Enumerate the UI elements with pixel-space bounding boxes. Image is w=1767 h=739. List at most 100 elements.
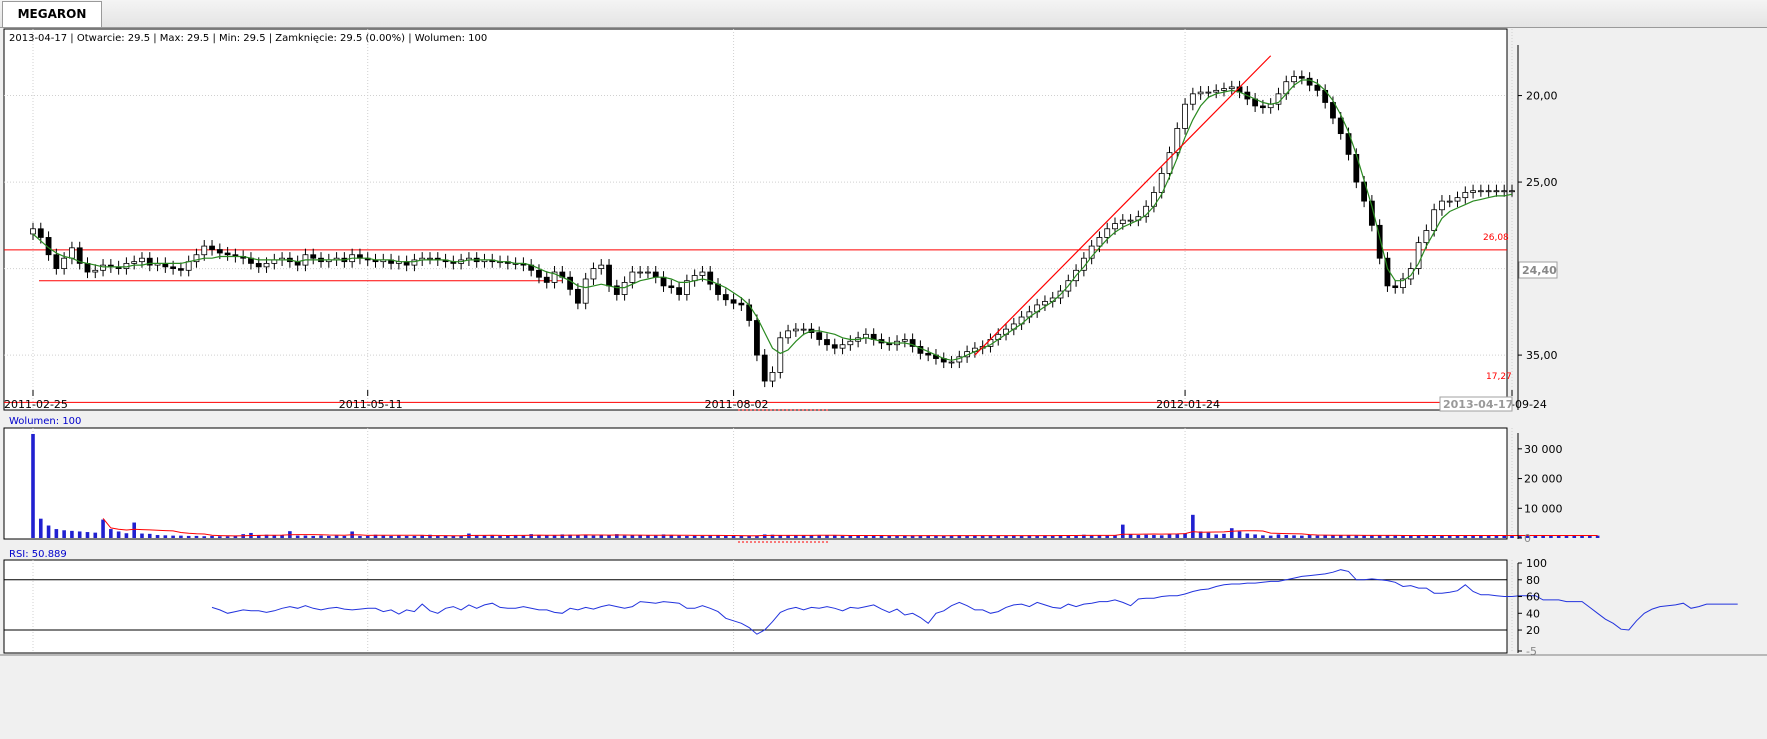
- volume-bar: [179, 535, 183, 538]
- volume-bar: [1012, 535, 1016, 538]
- volume-bar: [1424, 535, 1429, 538]
- volume-bar: [700, 535, 705, 538]
- volume-bar: [62, 530, 66, 538]
- volume-bar: [1152, 535, 1156, 538]
- volume-bar: [1159, 535, 1164, 538]
- candle-body: [1042, 301, 1048, 306]
- volume-bar: [1035, 535, 1039, 538]
- volume-bar: [381, 535, 386, 538]
- volume-bar: [1315, 535, 1320, 538]
- candle-body: [925, 352, 932, 356]
- volume-bar: [1292, 535, 1296, 538]
- support-lines: [4, 249, 1507, 403]
- candle-body: [427, 257, 433, 260]
- volume-bar: [1556, 535, 1561, 538]
- candle-body: [847, 340, 854, 346]
- volume-bar: [397, 535, 401, 538]
- volume-bar: [498, 535, 502, 538]
- candle-body: [1493, 190, 1500, 193]
- candle-body: [1337, 117, 1344, 135]
- volume-bar: [459, 535, 463, 538]
- volume-bar: [770, 534, 775, 538]
- volume-bar: [677, 535, 681, 538]
- volume-bar: [965, 535, 969, 538]
- volume-bar: [85, 532, 90, 538]
- volume-bar: [809, 535, 814, 538]
- candle-body: [1096, 237, 1103, 247]
- volume-bar: [537, 535, 541, 538]
- candle-body: [606, 264, 612, 287]
- candle-body: [193, 254, 200, 263]
- volume-bar: [1362, 535, 1366, 538]
- level-label-lower: 17,27: [1486, 372, 1512, 382]
- volume-bar: [210, 535, 214, 538]
- candle-body: [1392, 285, 1399, 289]
- volume-bar: [1120, 524, 1125, 538]
- tab-megaron[interactable]: MEGARON: [2, 1, 102, 27]
- volume-bar: [506, 535, 510, 538]
- candle-body: [201, 245, 208, 256]
- volume-bar: [871, 535, 876, 538]
- candle-body: [310, 254, 317, 259]
- volume-bar: [109, 529, 113, 538]
- volume-bar: [1167, 534, 1172, 538]
- candle-body: [1112, 223, 1118, 230]
- candle-body: [1485, 190, 1492, 193]
- candle-body: [411, 259, 418, 266]
- candle-body: [676, 287, 682, 295]
- volume-bar: [435, 535, 440, 538]
- candle-body: [76, 247, 83, 264]
- rsi-line: [211, 569, 1738, 635]
- stock-chart[interactable]: 2013-04-17 | Otwarcie: 29.5 | Max: 29.5 …: [0, 27, 1767, 739]
- candle-body: [567, 276, 574, 290]
- candle-body: [1174, 128, 1181, 154]
- candle-body: [582, 278, 589, 304]
- volume-bar: [373, 534, 378, 538]
- candle-body: [785, 330, 791, 339]
- candle-body: [1189, 93, 1196, 105]
- volume-bar: [692, 535, 697, 538]
- volume-bar: [303, 535, 308, 538]
- volume-bar: [1105, 535, 1110, 538]
- date-tick-label: 2011-02-25: [4, 398, 68, 411]
- volume-bar: [171, 535, 175, 538]
- volume-bar: [1580, 535, 1584, 538]
- volume-bar: [817, 535, 822, 538]
- candle-body: [761, 354, 768, 382]
- volume-bar: [1097, 535, 1102, 538]
- volume-bar: [832, 535, 837, 538]
- candle-body: [1127, 219, 1134, 222]
- candle-body: [738, 302, 745, 306]
- volume-bar: [295, 535, 300, 538]
- volume-bar: [54, 529, 59, 538]
- rsi-level-lines: [4, 579, 1507, 631]
- volume-bar: [1595, 535, 1600, 538]
- candle-body: [1431, 209, 1438, 231]
- volume-bar: [801, 535, 806, 538]
- candle-body: [1376, 224, 1383, 259]
- candle-body: [1197, 91, 1204, 95]
- volume-bar: [334, 535, 339, 538]
- volume-bar: [661, 534, 666, 538]
- candle-body: [621, 282, 628, 295]
- candle-body: [1088, 245, 1095, 259]
- candle-body: [574, 288, 581, 304]
- rsi-label: RSI: 50.889: [9, 549, 67, 560]
- volume-bar: [996, 535, 1001, 538]
- rsi-tick-label: 100: [1526, 557, 1547, 570]
- level-label-upper: 26,08: [1483, 233, 1509, 243]
- candle-body: [598, 264, 605, 269]
- date-tick-label: 2011-05-11: [339, 398, 403, 411]
- candle-body: [707, 271, 714, 285]
- volume-bar: [147, 533, 152, 538]
- volume-bar: [70, 530, 74, 538]
- candle-body: [1368, 200, 1375, 226]
- candle-body: [1104, 228, 1111, 238]
- volume-bar: [513, 535, 518, 538]
- volume-bar: [1346, 535, 1351, 538]
- volume-bar: [1307, 535, 1312, 538]
- candle-body: [61, 257, 68, 269]
- volume-bar: [1214, 534, 1218, 538]
- volume-tick-label: 20 000: [1524, 473, 1563, 486]
- volume-bar: [389, 535, 393, 538]
